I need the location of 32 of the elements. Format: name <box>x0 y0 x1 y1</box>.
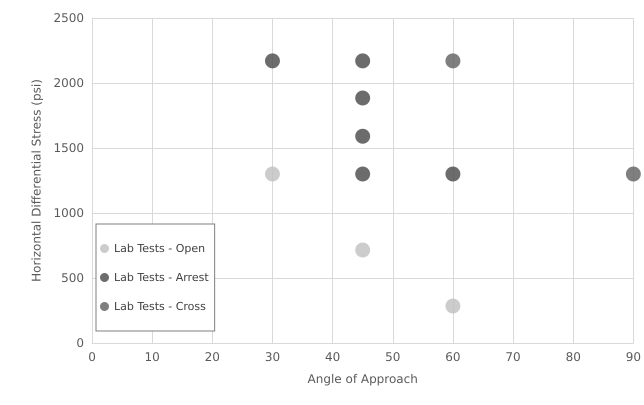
y-tick-label: 500 <box>61 271 84 285</box>
y-tick-label: 0 <box>76 336 84 350</box>
y-axis-title: Horizontal Differential Stress (psi) <box>30 79 44 282</box>
point <box>264 166 280 182</box>
y-tick-label: 1000 <box>53 206 84 220</box>
x-tick-label: 50 <box>385 350 400 364</box>
x-tick-label: 90 <box>626 350 642 364</box>
point <box>264 53 280 68</box>
point <box>355 242 370 258</box>
point <box>355 128 370 144</box>
y-tick-label: 2000 <box>53 76 84 90</box>
point <box>445 298 460 314</box>
x-tick-label: 10 <box>144 350 160 364</box>
point <box>355 166 370 182</box>
point <box>355 53 370 68</box>
y-tick-label: 2500 <box>53 11 84 25</box>
y-tick-label: 1500 <box>53 141 84 155</box>
point <box>445 166 460 182</box>
legend-label: Lab Tests - Arrest <box>114 271 210 284</box>
x-axis-title: Angle of Approach <box>308 372 418 386</box>
x-tick-label: 70 <box>505 350 521 364</box>
point <box>626 166 641 182</box>
x-tick-label: 20 <box>204 350 220 364</box>
point <box>445 53 460 68</box>
x-tick-label: 0 <box>88 350 96 364</box>
legend-label: Lab Tests - Open <box>114 242 206 255</box>
x-tick-label: 30 <box>264 350 280 364</box>
point <box>355 90 370 106</box>
legend-label: Lab Tests - Cross <box>114 300 206 313</box>
x-tick-label: 80 <box>566 350 581 364</box>
x-tick-label: 60 <box>445 350 461 364</box>
x-tick-label: 40 <box>324 350 340 364</box>
